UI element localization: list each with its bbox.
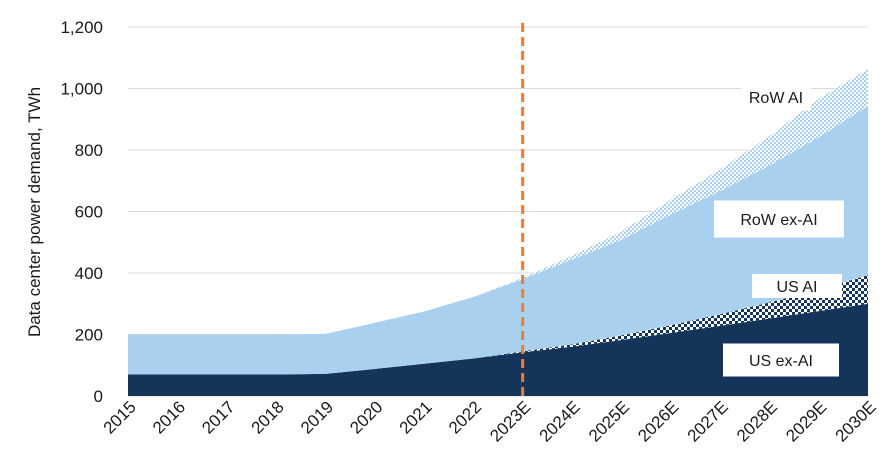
label-box (714, 200, 844, 238)
x-tick-label: 2030E (832, 397, 880, 445)
x-tick-label: 2020 (346, 397, 386, 437)
y-tick-label: 1,000 (60, 80, 103, 99)
x-tick-label: 2019 (297, 397, 337, 437)
x-tick-label: 2015 (100, 397, 140, 437)
label-box (723, 343, 839, 377)
x-tick-label: 2016 (149, 397, 189, 437)
x-tick-label: 2028E (733, 397, 781, 445)
label-text: US ex-AI (749, 353, 813, 370)
label-text: RoW AI (749, 90, 803, 107)
x-tick-label: 2024E (536, 397, 584, 445)
series-label-us-ai: US AI (752, 274, 842, 298)
series-label-row-ai: RoW AI (741, 83, 811, 111)
y-tick-label: 400 (75, 264, 103, 283)
y-tick-labels: 0 200 400 600 800 1,000 1,200 (60, 18, 103, 406)
x-tick-label: 2017 (198, 397, 238, 437)
area-series (128, 69, 868, 396)
y-tick-label: 600 (75, 203, 103, 222)
x-tick-label: 2029E (782, 397, 830, 445)
series-label-us-ex-ai: US ex-AI (723, 343, 839, 377)
label-box (752, 274, 842, 298)
x-tick-label: 2025E (585, 397, 633, 445)
y-tick-label: 800 (75, 141, 103, 160)
y-tick-label: 1,200 (60, 18, 103, 37)
label-box (741, 83, 811, 111)
y-axis-title: Data center power demand, TWh (25, 87, 44, 337)
series-label-row-ex-ai: RoW ex-AI (714, 200, 844, 238)
label-text: RoW ex-AI (740, 212, 817, 229)
label-text: US AI (777, 279, 818, 296)
x-tick-label: 2022 (445, 397, 485, 437)
y-tick-label: 200 (75, 326, 103, 345)
x-tick-label: 2027E (684, 397, 732, 445)
y-tick-label: 0 (94, 387, 103, 406)
x-tick-label: 2018 (248, 397, 288, 437)
x-tick-labels: 2015 2016 2017 2018 2019 2020 2021 2022 2023E 202… (100, 397, 880, 445)
area-row-ex-ai (128, 106, 868, 375)
x-tick-label: 2023E (486, 397, 534, 445)
x-tick-label: 2021 (396, 397, 436, 437)
area-us-ai (128, 275, 868, 375)
area-us-ex-ai (128, 303, 868, 396)
series-labels: RoW AI RoW ex-AI US AI US ex-AI (714, 83, 844, 377)
x-tick-label: 2026E (634, 397, 682, 445)
